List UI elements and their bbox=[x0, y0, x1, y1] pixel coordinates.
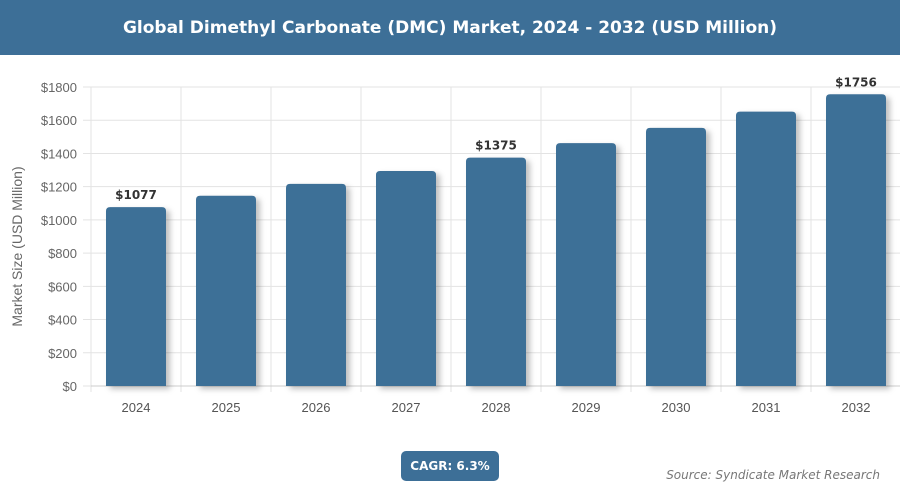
bar-2026 bbox=[286, 183, 346, 386]
bar-2025 bbox=[196, 195, 256, 386]
x-tick-label: 2026 bbox=[302, 400, 331, 415]
x-tick-label: 2027 bbox=[392, 400, 421, 415]
data-label: $1756 bbox=[835, 75, 877, 89]
y-tick-label: $600 bbox=[48, 279, 77, 294]
bar-2028 bbox=[466, 157, 526, 386]
x-tick-label: 2032 bbox=[842, 400, 871, 415]
source-note: Source: Syndicate Market Research bbox=[666, 468, 880, 482]
x-tick-label: 2030 bbox=[662, 400, 691, 415]
chart-title: Global Dimethyl Carbonate (DMC) Market, … bbox=[0, 0, 900, 55]
bar-2024 bbox=[106, 207, 166, 386]
data-label: $1375 bbox=[475, 139, 517, 153]
y-tick-label: $400 bbox=[48, 313, 77, 328]
bar-2031 bbox=[736, 111, 796, 386]
x-tick-label: 2025 bbox=[212, 400, 241, 415]
bar-2030 bbox=[646, 127, 706, 386]
x-tick-label: 2029 bbox=[572, 400, 601, 415]
x-tick-label: 2028 bbox=[482, 400, 511, 415]
y-tick-label: $1400 bbox=[41, 146, 77, 161]
y-tick-label: $1800 bbox=[41, 80, 77, 95]
bar-2032 bbox=[826, 94, 886, 386]
y-tick-label: $1200 bbox=[41, 180, 77, 195]
y-tick-label: $800 bbox=[48, 246, 77, 261]
cagr-badge: CAGR: 6.3% bbox=[401, 451, 499, 481]
y-tick-label: $0 bbox=[63, 379, 77, 394]
y-axis-label: Market Size (USD Million) bbox=[9, 166, 25, 326]
y-tick-label: $1600 bbox=[41, 113, 77, 128]
y-tick-label: $200 bbox=[48, 346, 77, 361]
x-tick-label: 2024 bbox=[122, 400, 151, 415]
data-label: $1077 bbox=[115, 188, 157, 202]
bar-2029 bbox=[556, 143, 616, 386]
y-tick-label: $1000 bbox=[41, 213, 77, 228]
x-tick-label: 2031 bbox=[752, 400, 781, 415]
bar-2027 bbox=[376, 171, 436, 386]
